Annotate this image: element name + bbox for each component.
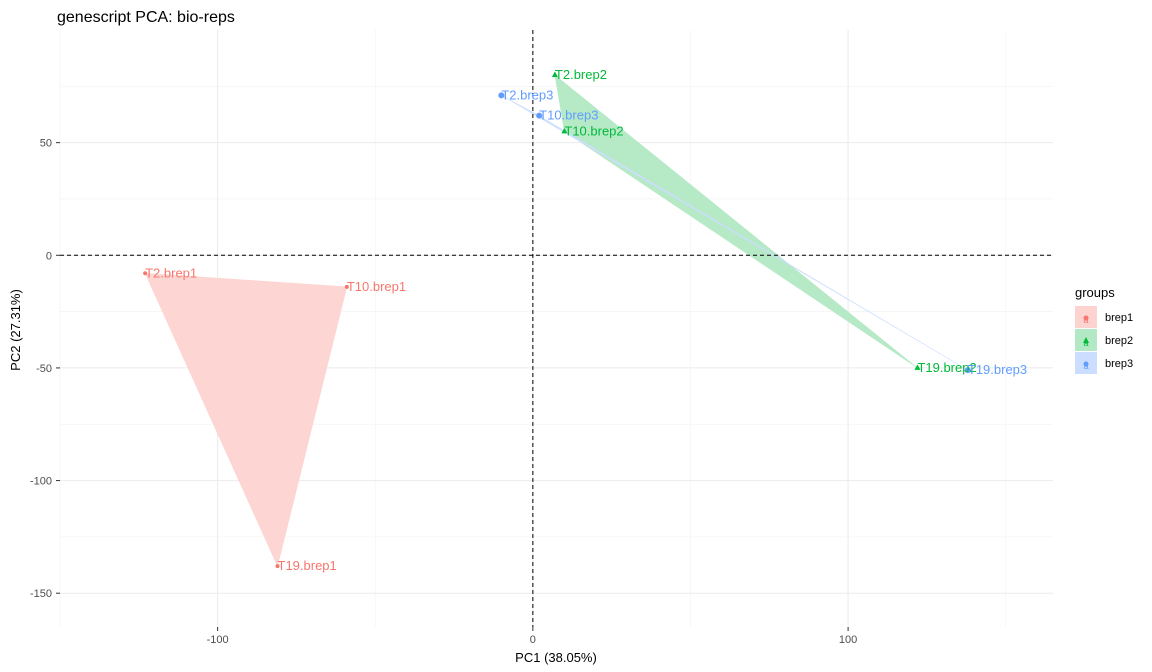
data-point-brep3 [964,367,971,374]
data-point-brep1 [344,284,349,289]
axis-ticks: -100 0 100 -150 -100 -50 0 50 [30,138,857,646]
x-tick-label: 0 [530,634,536,646]
hull-brep2 [554,74,918,369]
point-label: T10.brep3 [539,108,598,123]
legend-label-brep2: brep2 [1105,335,1133,347]
legend-marker-brep3 [1083,361,1089,367]
legend-label-brep1: brep1 [1105,312,1133,324]
x-tick-label: -100 [207,634,229,646]
data-point-brep1 [143,271,148,276]
group-hulls [144,74,969,567]
y-tick-label: 0 [46,250,52,262]
y-tick-label: 50 [40,138,52,150]
point-label: T2.brep2 [555,67,607,82]
chart-title: genescript PCA: bio-reps [57,9,235,26]
point-label: T19.brep2 [917,360,976,375]
legend-marker-brep1 [1083,315,1089,321]
legend-label-brep3: brep3 [1105,358,1133,370]
point-label: T10.brep2 [564,123,623,138]
data-point-brep2 [561,127,568,134]
reference-lines [60,30,1053,627]
hull-brep3 [501,95,969,371]
point-label: T19.brep3 [968,362,1027,377]
point-labels: T2.brep1 T10.brep1 T19.brep1 T2.brep2 T10.br… [145,67,1027,573]
point-label: T2.brep3 [501,87,553,102]
y-tick-label: -50 [36,363,52,375]
data-point-brep2 [551,71,558,78]
legend-key-glyph: a [1083,361,1088,371]
y-tick-label: -100 [30,476,52,488]
legend-marker-brep2 [1083,337,1089,343]
data-point-brep2 [914,364,921,370]
legend: groups a brep1 a brep2 a brep3 [1075,285,1133,374]
hull-brep1 [144,273,348,567]
y-axis-title: PC2 (27.31%) [8,289,23,371]
y-tick-label: -150 [30,588,52,600]
legend-key-glyph: a [1083,315,1088,325]
point-label: T2.brep1 [145,265,197,280]
data-point-brep3 [536,112,543,119]
legend-keys: a brep1 a brep2 a brep3 [1075,306,1133,374]
x-axis-title: PC1 (38.05%) [515,650,597,665]
data-point-brep1 [275,564,280,569]
legend-title: groups [1075,285,1115,300]
point-label: T10.brep1 [347,279,406,294]
x-tick-label: 100 [839,634,857,646]
legend-key-glyph: a [1083,338,1088,348]
data-points [143,71,971,569]
point-label: T19.brep1 [278,558,337,573]
data-point-brep3 [498,92,505,99]
